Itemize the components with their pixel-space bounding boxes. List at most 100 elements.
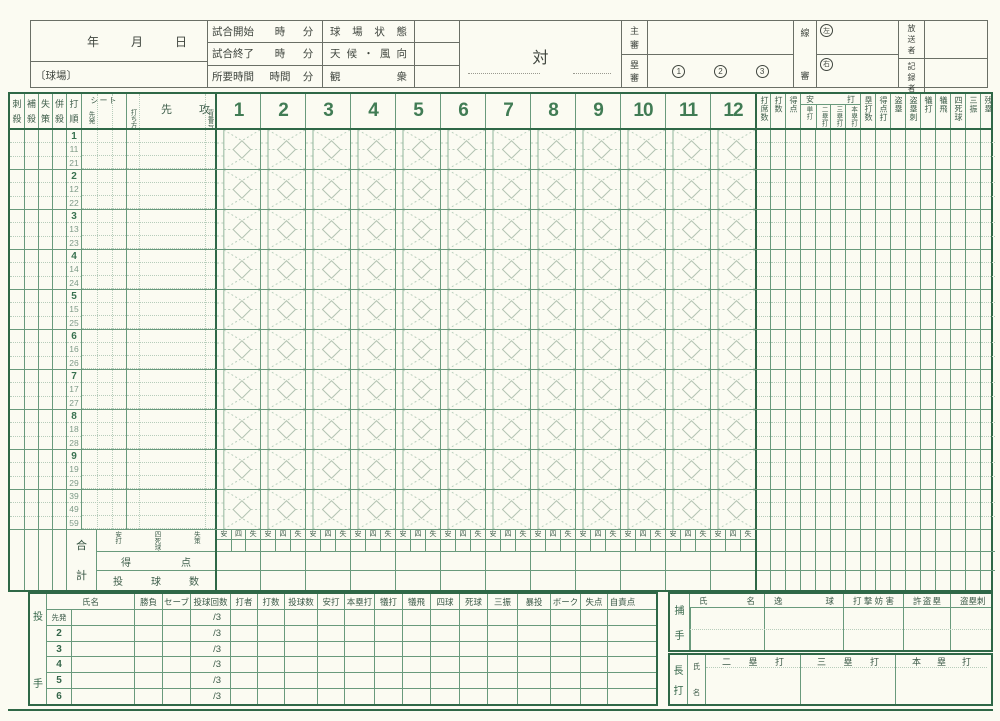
pitcher-row: 4/3 [47, 657, 656, 674]
stat-column-header: 打数 [770, 94, 785, 128]
inning-scoring-cell [710, 490, 755, 529]
pitcher-stat-header: 犠打 [374, 594, 402, 609]
pitch-count-cell [261, 571, 305, 590]
pitcher-stat-cell [550, 657, 580, 673]
batter-number: 6 [67, 330, 81, 344]
batting-stat-cell [785, 450, 800, 489]
pitcher-stat-header: 投球回数 [190, 594, 230, 609]
batting-stat-cell [770, 250, 785, 289]
batting-stat-cell [830, 370, 845, 409]
player-name-cell [126, 170, 215, 209]
pitcher-stat-cell [134, 673, 162, 689]
totals-sub-cell: 失 [335, 530, 350, 551]
pitcher-stat-cell [230, 625, 257, 641]
date-stadium-box: 年月日 〔球場〕 [30, 20, 208, 88]
pitch-count-cell [306, 571, 350, 590]
totals-inning-column: 安四失 [305, 530, 350, 590]
totals-stat-column [965, 530, 980, 590]
inning-scoring-cell [485, 250, 530, 289]
batting-stat-cell [770, 490, 785, 529]
batting-stat-cell [980, 410, 995, 449]
inning-scoring-cell [440, 410, 485, 449]
extra-base-side-label: 長打 [670, 655, 688, 704]
batting-stat-cell [815, 210, 830, 249]
fielding-stat-cell [10, 130, 24, 169]
pitcher-stat-cell [580, 657, 607, 673]
batting-stat-cell [860, 330, 875, 369]
batting-stat-cell [890, 130, 905, 169]
batting-stat-cell [845, 290, 860, 329]
pitcher-stat-header: 投球数 [284, 594, 317, 609]
batting-stat-cell [830, 330, 845, 369]
inning-scoring-cell [215, 290, 260, 329]
inning-header: 8 [530, 94, 575, 128]
position-cell [81, 410, 126, 449]
pitcher-stat-header: 勝負 [134, 594, 162, 609]
innings-pitched-cell: /3 [190, 657, 230, 673]
position-cell [81, 170, 126, 209]
batting-stat-cell [935, 290, 950, 329]
inning-scoring-cell [575, 250, 620, 289]
batter-block-row: 3 13 23 [10, 210, 995, 250]
totals-sub-cell: 四 [725, 530, 740, 551]
pitcher-stat-cell [487, 625, 517, 641]
inning-scoring-cell [710, 330, 755, 369]
batter-number: 13 [67, 223, 81, 237]
batter-block-row: 7 17 27 [10, 370, 995, 410]
pitcher-row-label: 2 [56, 627, 62, 639]
fielding-stat-cell [10, 490, 24, 529]
inning-scoring-cell [575, 170, 620, 209]
totals-stat-column [890, 530, 905, 590]
totals-inning-column: 安四失 [485, 530, 530, 590]
batting-stat-cell [890, 450, 905, 489]
batting-order-cell: 8 18 28 [66, 410, 81, 449]
pitcher-stat-cell [459, 625, 487, 641]
batting-stat-cell [800, 210, 815, 249]
pitcher-stat-cell [162, 641, 190, 657]
pitcher-stat-cell [517, 689, 550, 704]
pitcher-name-cell [71, 641, 134, 657]
batting-stat-cell [905, 330, 920, 369]
batting-stat-cell [815, 370, 830, 409]
stat-column-header: 犠飛 [935, 94, 950, 128]
fielding-stat-cell [38, 370, 52, 409]
totals-label: 合計 [66, 530, 96, 590]
batting-stat-cell [770, 210, 785, 249]
weather-value [415, 43, 459, 64]
inning-scoring-cell [260, 410, 305, 449]
batting-stat-cell [935, 210, 950, 249]
batting-stat-cell [770, 130, 785, 169]
pitcher-stat-cell [580, 625, 607, 641]
inning-scoring-cell [260, 330, 305, 369]
batting-stat-cell [980, 130, 995, 169]
game-end-label: 試合終了 [212, 48, 254, 61]
batting-stat-cell [785, 290, 800, 329]
inning-scoring-cell [530, 290, 575, 329]
inning-scoring-cell [440, 170, 485, 209]
pitcher-stat-cell [607, 641, 637, 657]
fielding-stat-cell [38, 450, 52, 489]
batting-stat-cell [950, 250, 965, 289]
pitch-count-cell [621, 571, 665, 590]
inning-header: 5 [395, 94, 440, 128]
versus-label: 対 [532, 49, 549, 67]
batter-number: 18 [67, 423, 81, 437]
pitcher-stat-cell [257, 641, 284, 657]
fielding-stat-cell [10, 170, 24, 209]
weather-label: 天候・風向 [323, 43, 415, 65]
broadcaster-value [925, 21, 987, 58]
batting-order-cell: 6 16 26 [66, 330, 81, 369]
catcher-header: 盗塁刺 [950, 594, 990, 607]
batter-number: 9 [67, 450, 81, 464]
pitcher-stat-header: セーブ [162, 594, 190, 609]
column-header: 打順 [66, 94, 81, 128]
fielding-stat-cell [10, 290, 24, 329]
umpire-names-box: 1 2 3 [647, 20, 794, 88]
runs-total-cell [306, 552, 350, 571]
totals-stat-column [755, 530, 770, 590]
fielding-stat-cell [24, 370, 38, 409]
pitcher-stat-cell [607, 625, 637, 641]
batter-number: 12 [67, 183, 81, 197]
inning-scoring-cell [530, 450, 575, 489]
base-umpire-1: 1 [672, 64, 686, 78]
